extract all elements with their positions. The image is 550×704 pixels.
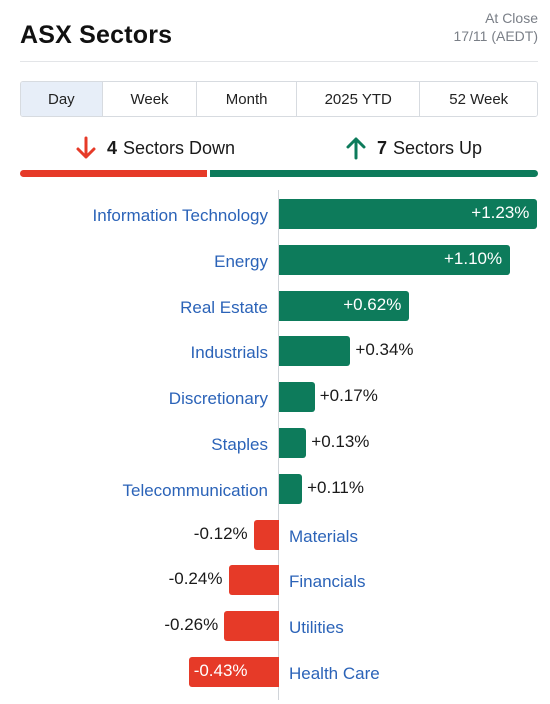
sector-label[interactable]: Utilities	[289, 618, 344, 638]
sector-bar[interactable]	[279, 199, 538, 229]
sector-label[interactable]: Industrials	[190, 343, 268, 363]
sector-value: +1.23%	[471, 203, 530, 222]
sector-label[interactable]: Materials	[289, 526, 358, 546]
tab-2025-ytd[interactable]: 2025 YTD	[296, 82, 421, 116]
page-title: ASX Sectors	[20, 21, 173, 49]
tab-52-week[interactable]: 52 Week	[420, 82, 537, 116]
sector-row-energy: Energy +1.10%	[0, 244, 550, 276]
timestamp: 17/11 (AEDT)	[453, 28, 538, 44]
sectors-up-summary: 7 Sectors Up	[345, 136, 482, 160]
sectors-up-label: Sectors Up	[393, 137, 483, 158]
sector-row-information-technology: Information Technology +1.23%	[0, 198, 550, 230]
header-divider	[20, 61, 538, 62]
sector-value: +1.10%	[444, 248, 503, 268]
sector-label[interactable]: Energy	[214, 251, 268, 271]
down-ratio-segment	[20, 170, 207, 177]
sector-bar[interactable]	[279, 382, 315, 413]
sector-value: +0.62%	[343, 294, 402, 314]
period-tabs: Day Week Month 2025 YTD 52 Week	[20, 81, 538, 117]
tab-week[interactable]: Week	[102, 82, 198, 116]
sector-summary: 4 Sectors Down 7 Sectors Up	[20, 132, 538, 164]
sector-row-telecommunication: Telecommunication +0.11%	[0, 473, 550, 505]
sector-bar[interactable]	[228, 565, 279, 596]
sector-label[interactable]: Health Care	[289, 664, 380, 683]
sector-label[interactable]: Financials	[289, 572, 366, 592]
arrow-down-icon	[76, 136, 96, 159]
up-down-ratio-bar	[20, 170, 538, 177]
arrow-up-icon	[346, 137, 366, 160]
sector-label[interactable]: Information Technology	[92, 206, 268, 225]
sector-bar[interactable]	[224, 611, 279, 642]
sector-value: -0.12%	[193, 523, 248, 543]
sector-bar[interactable]	[279, 428, 307, 458]
sector-label[interactable]: Telecommunication	[122, 480, 268, 500]
sectors-up-count: 7	[377, 137, 388, 158]
sector-row-staples: Staples +0.13%	[0, 427, 550, 459]
sector-bar-chart: Information Technology +1.23% Energy +1.10%…	[0, 190, 550, 704]
sector-value: +0.11%	[307, 477, 364, 497]
sector-row-real-estate: Real Estate +0.62%	[0, 290, 550, 322]
sector-row-discretionary: Discretionary +0.17%	[0, 381, 550, 413]
sectors-down-count: 4	[107, 137, 118, 158]
sector-row-utilities: Utilities -0.26%	[0, 610, 550, 642]
sector-row-industrials: Industrials +0.34%	[0, 335, 550, 367]
sectors-down-summary: 4 Sectors Down	[75, 136, 235, 160]
sector-value: +0.34%	[355, 340, 414, 360]
sector-value: -0.43%	[193, 661, 248, 680]
tab-day[interactable]: Day	[21, 82, 103, 116]
up-ratio-segment	[210, 170, 538, 177]
sector-bar[interactable]	[188, 657, 279, 687]
market-status: At Close 17/11 (AEDT)	[453, 9, 538, 45]
sector-bar[interactable]	[279, 473, 303, 504]
sector-bar[interactable]	[279, 290, 410, 321]
sector-bar[interactable]	[253, 519, 279, 550]
sector-label[interactable]: Real Estate	[180, 297, 268, 317]
sector-label[interactable]: Staples	[211, 435, 268, 454]
sector-bar[interactable]	[279, 244, 510, 275]
sector-row-financials: Financials -0.24%	[0, 564, 550, 596]
sector-value: +0.17%	[319, 386, 378, 406]
sector-value: +0.13%	[311, 432, 370, 451]
sector-row-materials: Materials -0.12%	[0, 519, 550, 551]
header: ASX Sectors At Close 17/11 (AEDT)	[20, 0, 538, 60]
sector-value: -0.24%	[168, 569, 223, 589]
zero-axis	[278, 190, 279, 700]
sectors-down-label: Sectors Down	[123, 137, 236, 158]
sector-value: -0.26%	[164, 615, 219, 635]
sector-bar[interactable]	[279, 336, 351, 367]
sector-label[interactable]: Discretionary	[168, 389, 268, 409]
sector-row-health-care: Health Care -0.43%	[0, 656, 550, 688]
tab-month[interactable]: Month	[197, 82, 297, 116]
status-text: At Close	[485, 10, 538, 26]
